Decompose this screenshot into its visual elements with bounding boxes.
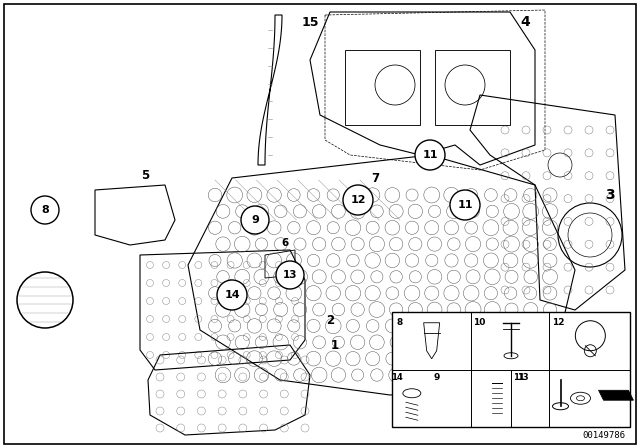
Text: 11: 11 <box>422 150 438 160</box>
Circle shape <box>343 185 373 215</box>
Circle shape <box>17 272 73 328</box>
Text: 00149786: 00149786 <box>582 431 625 440</box>
Circle shape <box>217 280 247 310</box>
Text: 8: 8 <box>41 205 49 215</box>
Circle shape <box>31 196 59 224</box>
Circle shape <box>276 261 304 289</box>
Text: 9: 9 <box>433 373 440 382</box>
Text: 13: 13 <box>283 270 297 280</box>
Circle shape <box>415 140 445 170</box>
Text: 4: 4 <box>520 15 530 29</box>
Text: 10: 10 <box>473 318 486 327</box>
Text: 6: 6 <box>282 238 289 248</box>
Text: 12: 12 <box>350 195 365 205</box>
Text: 3: 3 <box>605 188 615 202</box>
Circle shape <box>450 190 480 220</box>
Text: 7: 7 <box>371 172 379 185</box>
Polygon shape <box>598 390 634 400</box>
Text: 11: 11 <box>457 200 473 210</box>
Text: 9: 9 <box>251 215 259 225</box>
Circle shape <box>241 206 269 234</box>
Text: 13: 13 <box>517 373 529 382</box>
Text: 14: 14 <box>224 290 240 300</box>
Text: 14: 14 <box>391 373 403 382</box>
Bar <box>435 50 510 125</box>
Bar <box>345 50 420 125</box>
Text: 15: 15 <box>301 16 319 29</box>
Bar <box>392 312 630 427</box>
Text: 8: 8 <box>397 318 403 327</box>
Text: 11: 11 <box>513 373 525 382</box>
Text: 12: 12 <box>552 318 565 327</box>
Text: 2: 2 <box>326 314 334 327</box>
Text: 5: 5 <box>141 168 149 181</box>
Text: 1: 1 <box>331 339 339 352</box>
